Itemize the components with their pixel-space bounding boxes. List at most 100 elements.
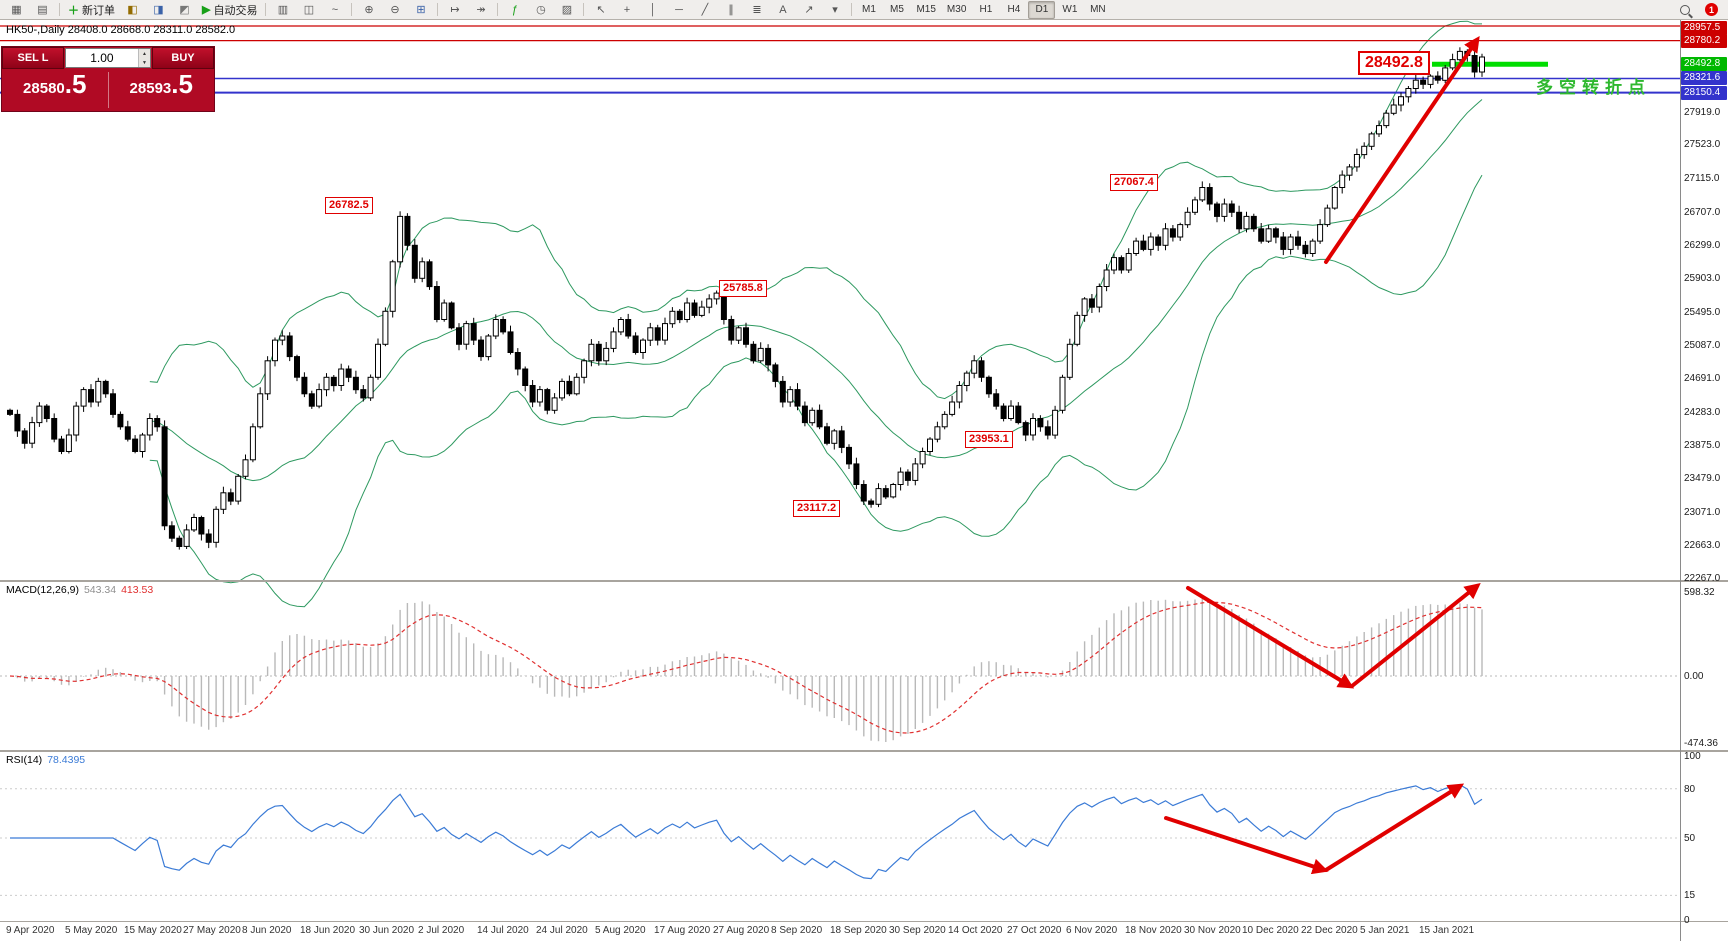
- autotrading-button[interactable]: ▶ 自动交易: [198, 1, 261, 19]
- rsi-axis-label: 50: [1684, 833, 1696, 844]
- new-order-button-label: 新订单: [82, 4, 115, 17]
- price-axis-label: 22663.0: [1684, 540, 1721, 552]
- rsi-axis-label: 100: [1684, 751, 1701, 762]
- timeframe-m5[interactable]: M5: [890, 4, 904, 15]
- timeframe-d1[interactable]: D1: [1028, 0, 1056, 19]
- date-axis-label: 8 Jun 2020: [242, 925, 292, 936]
- sell-price[interactable]: 28580.5: [2, 69, 108, 111]
- cursor-icon[interactable]: ↖: [596, 4, 606, 16]
- chart-window-icon[interactable]: ▦: [11, 4, 22, 16]
- price-annotation-28492[interactable]: 28492.8: [1358, 51, 1430, 75]
- volume-up-button[interactable]: ▲: [138, 49, 150, 58]
- date-axis-label: 8 Sep 2020: [771, 925, 823, 936]
- date-axis-label: 14 Oct 2020: [948, 925, 1003, 936]
- price-axis-label: 24691.0: [1684, 373, 1721, 384]
- toolbar-separator: [851, 3, 853, 16]
- timeframe-h4[interactable]: H4: [1007, 4, 1021, 15]
- trade-panel-divider: [107, 72, 109, 108]
- price-axis-flag: 28492.8: [1681, 57, 1727, 72]
- price-axis[interactable]: 27919.0 27523.0 27115.0 26707.0 26299.0 25903…: [1680, 20, 1727, 926]
- date-axis[interactable]: 9 Apr 2020 5 May 2020 15 May 2020 27 May 20…: [0, 923, 1680, 941]
- rsi-panel-splitter[interactable]: [0, 750, 1728, 752]
- symbol-info: HK50-,Daily 28408.0 28668.0 28311.0 2858…: [6, 24, 236, 36]
- sound-icon[interactable]: ◩: [179, 4, 190, 16]
- macd-panel-splitter[interactable]: [0, 580, 1728, 582]
- toolbar-separator: [497, 3, 499, 16]
- price-callout[interactable]: 26782.5: [325, 197, 373, 214]
- profiles-icon[interactable]: ▤: [37, 4, 48, 16]
- price-axis-label: 26707.0: [1684, 206, 1721, 218]
- new-order-button-icon: ＋: [68, 4, 79, 17]
- market-watch-icon[interactable]: ◧: [127, 4, 138, 16]
- macd-indicator-label: MACD(12,26,9) 543.34 413.53: [6, 584, 158, 596]
- volume-down-button[interactable]: ▼: [138, 58, 150, 67]
- new-order-button[interactable]: ＋新订单: [64, 1, 119, 19]
- price-callout[interactable]: 27067.4: [1110, 174, 1158, 191]
- line-chart-icon[interactable]: ~: [331, 3, 339, 16]
- data-window-icon[interactable]: ◨: [153, 4, 164, 16]
- price-callout[interactable]: 23953.1: [965, 431, 1013, 448]
- channel-icon[interactable]: ∥: [728, 4, 734, 16]
- buy-price-frac: .5: [171, 69, 193, 99]
- timeframe-m15[interactable]: M15: [916, 4, 936, 15]
- price-axis-flag: 28780.2: [1681, 33, 1727, 48]
- timeframe-toolbar: M1 M5 M15 M30 H1 H4 D1 W1 MN: [855, 0, 1111, 19]
- search-icon: [1679, 4, 1690, 15]
- timeframe-w1[interactable]: W1: [1062, 4, 1078, 15]
- indicators-icon[interactable]: ƒ: [511, 3, 519, 16]
- toolbar-items: ▦ ▤ ＋新订单 ◧ ◨ ◩ ▶ 自动交易 ▥ ◫ ~ ⊕ ⊖ ⊞ ↦ ↠ ƒ ◷ ▨ ↖ + │ ─ ╱ ∥ ≣ A ↗ ▾: [4, 1, 855, 19]
- date-axis-label: 15 Jan 2021: [1419, 925, 1475, 936]
- buy-price-main: 28593: [129, 80, 172, 97]
- fibonacci-icon[interactable]: ≣: [752, 4, 762, 16]
- horizontal-line-icon[interactable]: ─: [675, 3, 683, 16]
- macd-name: MACD(12,26,9): [6, 584, 79, 596]
- price-axis-label: 25903.0: [1684, 273, 1721, 284]
- trade-panel-prices: 28580.5 28593.5: [2, 69, 214, 111]
- candlestick-chart-icon[interactable]: ◫: [303, 4, 315, 16]
- text-tool-icon[interactable]: A: [779, 3, 787, 16]
- arrows-tool-icon[interactable]: ↗: [804, 4, 814, 16]
- shapes-dropdown-icon[interactable]: ▾: [832, 4, 838, 16]
- timeframe-h1[interactable]: H1: [979, 4, 993, 15]
- price-callout[interactable]: 23117.2: [793, 500, 841, 517]
- timeframe-m1[interactable]: M1: [862, 4, 876, 15]
- search-button[interactable]: [1672, 1, 1697, 19]
- sell-button[interactable]: SEL L: [2, 47, 64, 69]
- price-axis-label: 23875.0: [1684, 440, 1721, 452]
- auto-scroll-icon[interactable]: ↦: [450, 4, 460, 16]
- timeframe-mn[interactable]: MN: [1090, 4, 1106, 15]
- autotrading-button-label: 自动交易: [213, 4, 258, 17]
- price-axis-label: 23479.0: [1684, 473, 1721, 484]
- volume-control: ▲ ▼: [65, 48, 151, 68]
- zoom-in-icon[interactable]: ⊕: [364, 4, 374, 16]
- buy-button[interactable]: BUY: [152, 47, 214, 69]
- toolbar-separator: [351, 3, 353, 16]
- date-axis-label: 18 Jun 2020: [300, 925, 356, 936]
- turning-point-annotation[interactable]: 多空转折点: [1536, 78, 1651, 97]
- rsi-name: RSI(14): [6, 754, 43, 766]
- trendline-icon[interactable]: ╱: [701, 4, 709, 16]
- notification-badge[interactable]: 1: [1705, 3, 1718, 16]
- toolbar-separator: [437, 3, 439, 16]
- price-callout[interactable]: 25785.8: [719, 280, 767, 297]
- date-axis-splitter: [0, 921, 1728, 922]
- date-axis-label: 18 Nov 2020: [1125, 925, 1182, 936]
- bar-chart-icon[interactable]: ▥: [277, 4, 289, 16]
- rsi-value: 78.4395: [47, 754, 86, 766]
- vertical-line-icon[interactable]: │: [649, 3, 657, 16]
- periods-icon[interactable]: ◷: [536, 4, 546, 16]
- date-axis-label: 27 May 2020: [183, 925, 241, 936]
- templates-icon[interactable]: ▨: [561, 4, 573, 16]
- crosshair-icon[interactable]: +: [623, 3, 631, 16]
- tile-windows-icon[interactable]: ⊞: [416, 4, 426, 16]
- price-axis-label: 25495.0: [1684, 306, 1721, 318]
- price-axis-label: 27919.0: [1684, 106, 1721, 118]
- buy-price[interactable]: 28593.5: [109, 69, 215, 111]
- zoom-out-icon[interactable]: ⊖: [390, 4, 400, 16]
- chart-shift-icon[interactable]: ↠: [476, 4, 486, 16]
- rsi-axis-label: 80: [1684, 783, 1696, 795]
- volume-input[interactable]: [66, 49, 138, 67]
- timeframe-m30[interactable]: M30: [946, 4, 967, 15]
- toolbar-separator: [583, 3, 585, 16]
